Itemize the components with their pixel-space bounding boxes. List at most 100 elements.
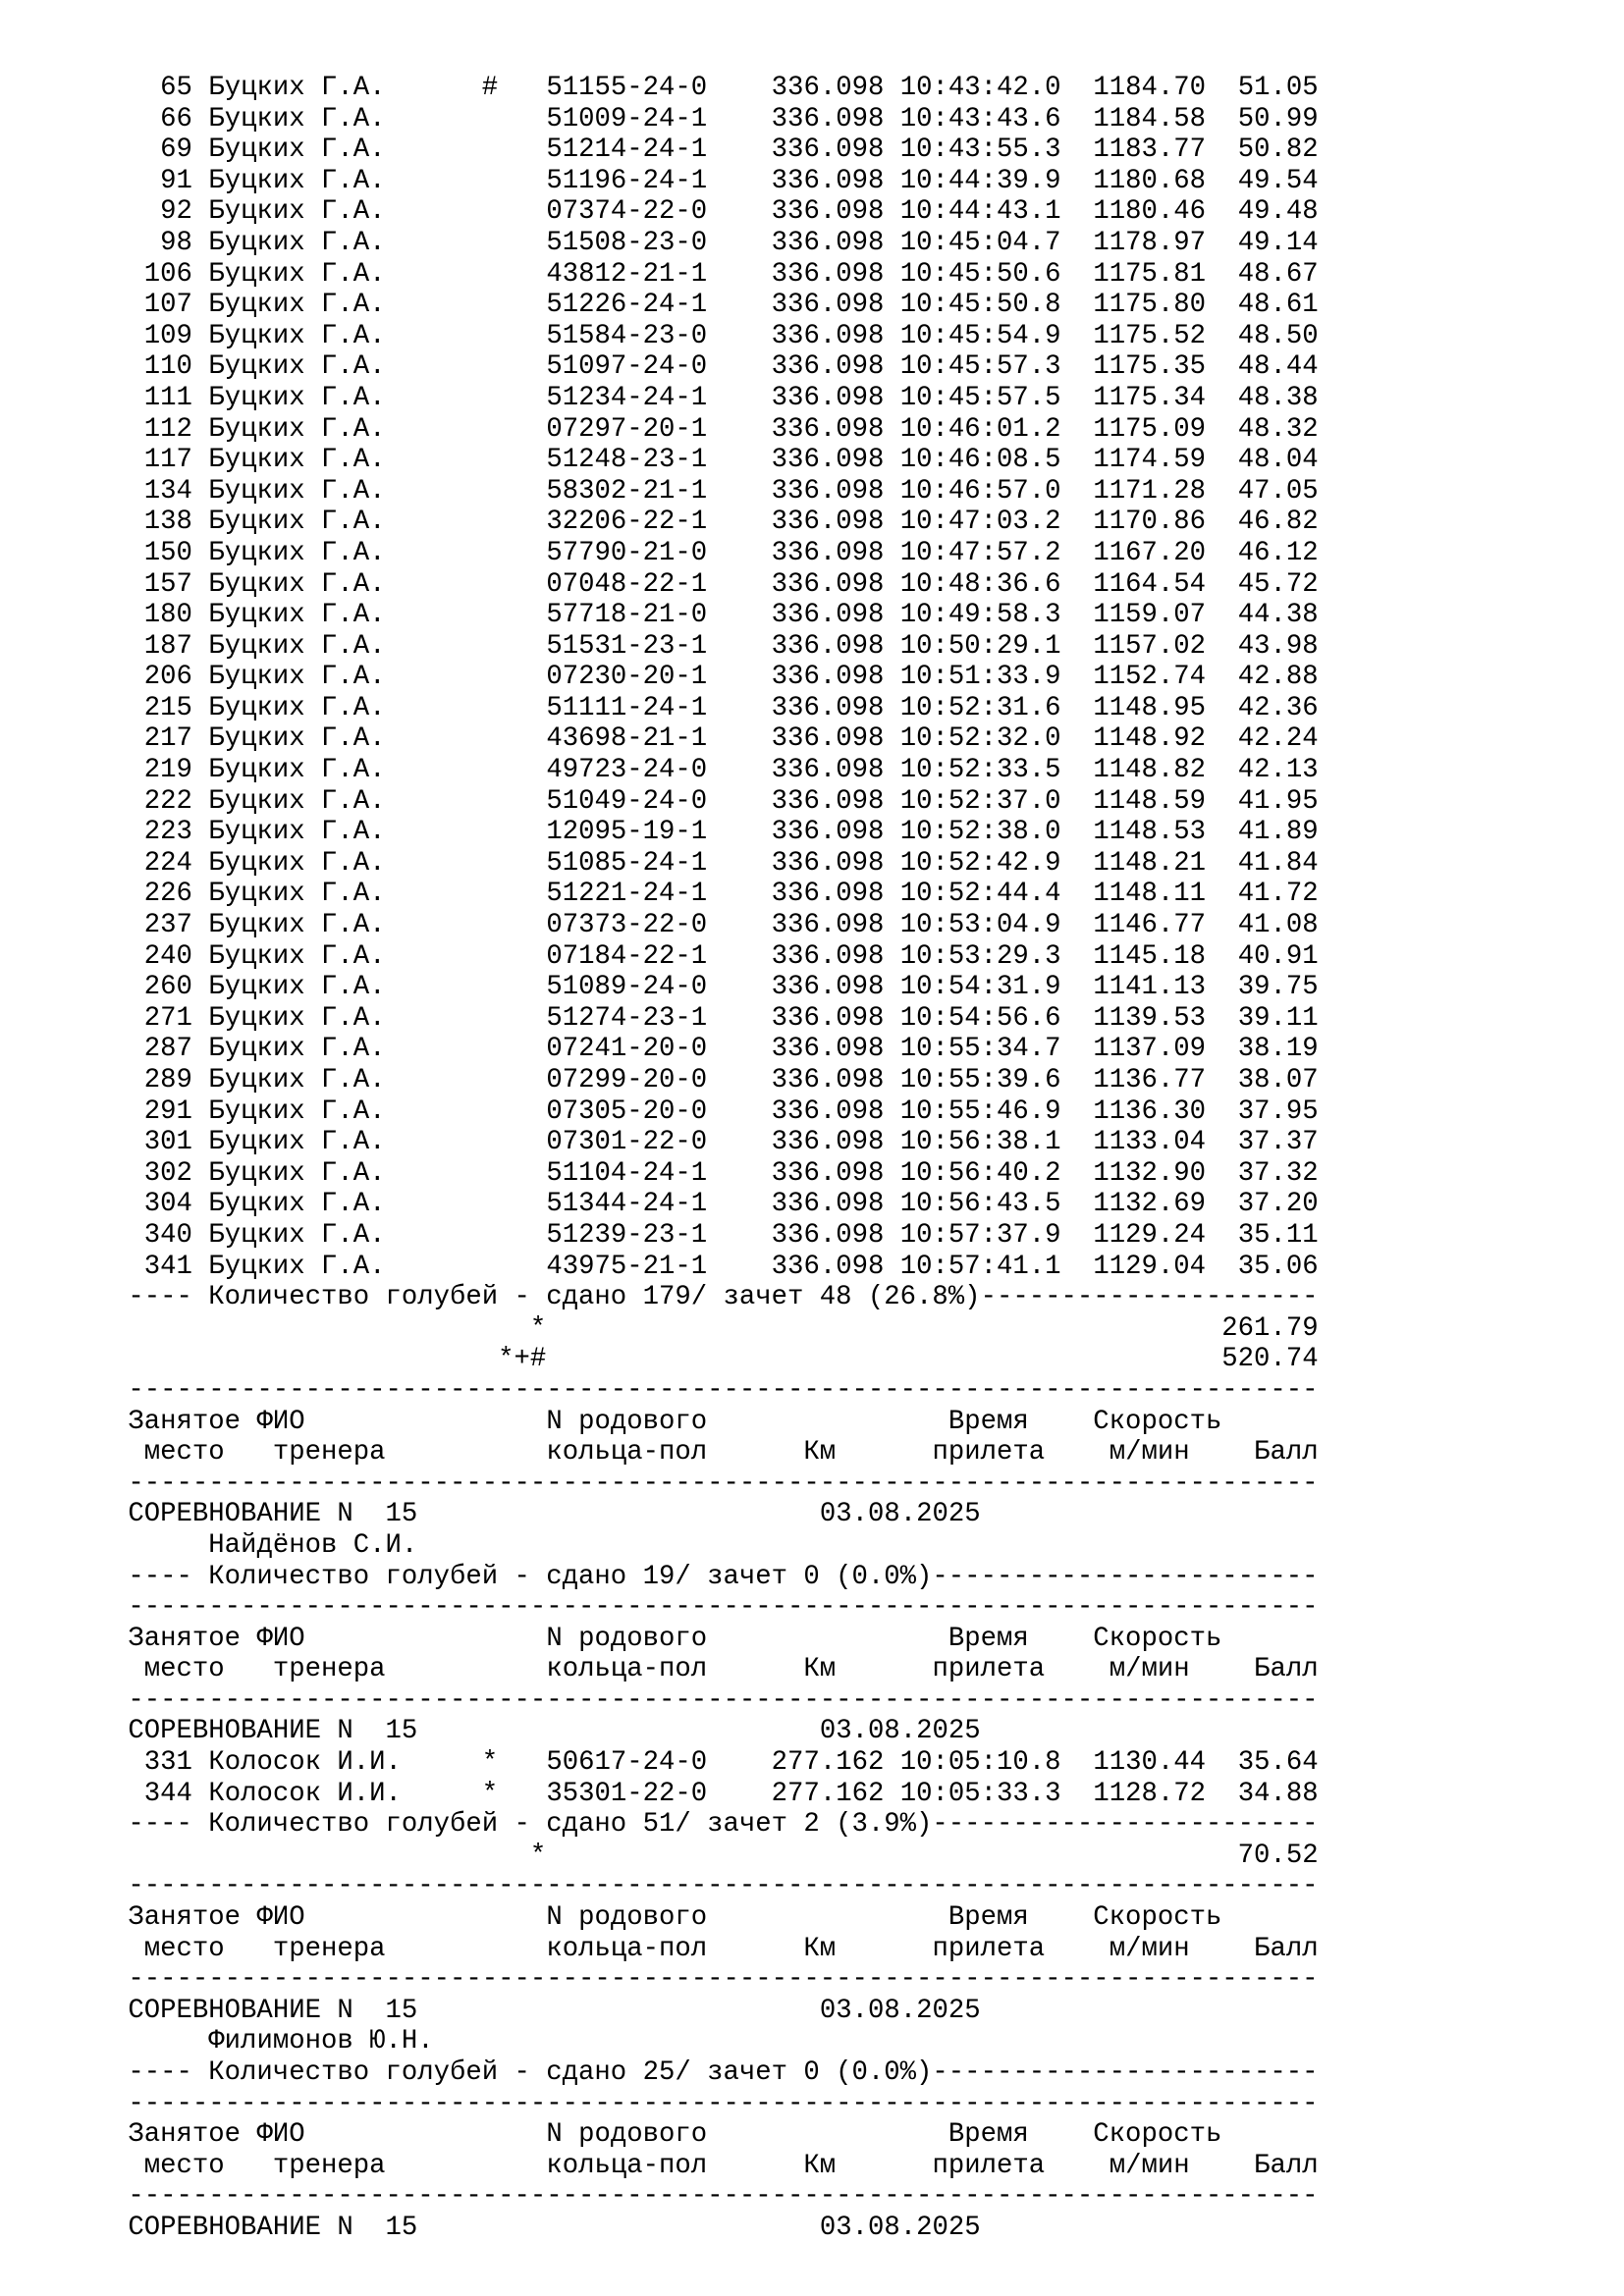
col-label-km: Км <box>803 1933 837 1964</box>
speed-m-min: 1148.92 <box>1093 723 1206 755</box>
zachet-marker <box>482 723 498 754</box>
speed-m-min: 1180.46 <box>1093 196 1206 228</box>
trainer-line: Филимонов Ю.Н. <box>112 2026 1624 2057</box>
col-label-mmin: м/мин <box>1109 1437 1190 1468</box>
col-label-arrival: прилета <box>932 2150 1046 2181</box>
result-row: 110 Буцких Г.А. 51097-24-0 336.098 10:45… <box>112 351 1624 383</box>
score: 48.32 <box>1206 413 1319 445</box>
ring-number: 12095-19-1 <box>546 817 708 848</box>
ring-number: 49723-24-0 <box>546 755 708 786</box>
score: 48.61 <box>1206 290 1319 321</box>
column-header-line-2: место тренера кольца-пол Км прилета м/ми… <box>112 1437 1624 1468</box>
speed-m-min: 1174.59 <box>1093 445 1206 476</box>
zachet-marker <box>482 600 498 630</box>
distance-km: 336.098 <box>707 692 885 723</box>
speed-m-min: 1170.86 <box>1093 507 1206 538</box>
total-value: 70.52 <box>546 1840 1319 1871</box>
score: 38.07 <box>1206 1065 1319 1095</box>
col-label-km: Км <box>803 1654 837 1685</box>
distance-km: 336.098 <box>707 227 885 258</box>
col-label-ring: N родового <box>546 2119 708 2151</box>
trainer-name: Буцких Г.А. <box>208 413 482 445</box>
place: 91 <box>128 165 192 196</box>
score: 48.04 <box>1206 445 1319 476</box>
speed-m-min: 1136.77 <box>1093 1065 1206 1095</box>
col-label-km: Км <box>803 2150 837 2181</box>
place: 111 <box>128 382 192 413</box>
result-row: 111 Буцких Г.А. 51234-24-1 336.098 10:45… <box>112 383 1624 414</box>
col-label-ring2: кольца-пол <box>546 1654 708 1685</box>
col-label-mmin: м/мин <box>1109 2150 1190 2181</box>
distance-km: 336.098 <box>707 165 885 196</box>
arrival-time: 10:50:29.1 <box>899 630 1061 662</box>
distance-km: 277.162 <box>707 1747 885 1779</box>
ring-number: 51508-23-0 <box>546 227 708 258</box>
speed-m-min: 1183.77 <box>1093 134 1206 166</box>
result-row: 344 Колосок И.И. * 35301-22-0 277.162 10… <box>112 1779 1624 1810</box>
col-label-time: Время <box>947 1406 1029 1437</box>
competition-line: СОРЕВНОВАНИЕ N 15 03.08.2025 <box>112 1996 1624 2027</box>
place: 106 <box>128 258 192 290</box>
zachet-marker <box>482 1034 498 1064</box>
trainer-name: Буцких Г.А. <box>208 1127 482 1158</box>
arrival-time: 10:45:57.3 <box>899 351 1061 383</box>
trainer-name: Буцких Г.А. <box>208 662 482 693</box>
arrival-time: 10:52:44.4 <box>899 879 1061 910</box>
trainer-name: Буцких Г.А. <box>208 258 482 290</box>
col-label-speed: Скорость <box>1093 2119 1222 2151</box>
arrival-time: 10:52:38.0 <box>899 817 1061 848</box>
separator-line: ----------------------------------------… <box>112 1592 1319 1624</box>
distance-km: 336.098 <box>707 1251 885 1282</box>
result-row: 226 Буцких Г.А. 51221-24-1 336.098 10:52… <box>112 879 1624 910</box>
total-line: * 261.79 <box>112 1313 1624 1345</box>
result-row: 224 Буцких Г.А. 51085-24-1 336.098 10:52… <box>112 848 1624 880</box>
col-label-trainer: тренера <box>272 1933 386 1964</box>
pigeon-count-text: ---- Количество голубей - сдано 179/ зач… <box>112 1282 1319 1313</box>
col-label-arrival: прилета <box>932 1933 1046 1964</box>
result-row: 301 Буцких Г.А. 07301-22-0 336.098 10:56… <box>112 1127 1624 1158</box>
place: 187 <box>128 630 192 662</box>
trainer-name: Буцких Г.А. <box>208 692 482 723</box>
arrival-time: 10:56:43.5 <box>899 1189 1061 1220</box>
ring-number: 51239-23-1 <box>546 1219 708 1251</box>
ring-number: 43812-21-1 <box>546 258 708 290</box>
separator-line: ----------------------------------------… <box>112 1684 1319 1716</box>
arrival-time: 10:44:39.9 <box>899 165 1061 196</box>
result-row: 271 Буцких Г.А. 51274-23-1 336.098 10:54… <box>112 1003 1624 1035</box>
score: 37.32 <box>1206 1157 1319 1189</box>
place: 112 <box>128 413 192 445</box>
speed-m-min: 1175.35 <box>1093 351 1206 383</box>
trainer-name: Буцких Г.А. <box>208 227 482 258</box>
place: 109 <box>128 320 192 351</box>
speed-m-min: 1180.68 <box>1093 165 1206 196</box>
separator-line: ----------------------------------------… <box>112 1468 1319 1499</box>
total-marker: * <box>529 1840 547 1871</box>
score: 41.08 <box>1206 910 1319 941</box>
trainer-name: Буцких Г.А. <box>208 630 482 662</box>
ring-number: 07301-22-0 <box>546 1127 708 1158</box>
ring-number: 51009-24-1 <box>546 103 708 134</box>
col-label-ring: N родового <box>546 1406 708 1437</box>
place: 331 <box>128 1747 192 1779</box>
distance-km: 336.098 <box>707 445 885 476</box>
place: 224 <box>128 847 192 879</box>
result-row: 331 Колосок И.И. * 50617-24-0 277.162 10… <box>112 1747 1624 1779</box>
col-label-ring2: кольца-пол <box>546 1437 708 1468</box>
competition-label: СОРЕВНОВАНИЕ <box>128 1995 321 2026</box>
arrival-time: 10:57:37.9 <box>899 1219 1061 1251</box>
column-header-line-1: Занятое ФИО N родового Время Скорость <box>112 1902 1624 1934</box>
competition-number: 15 <box>385 1499 418 1530</box>
separator-line: ----------------------------------------… <box>112 2088 1319 2119</box>
score: 37.37 <box>1206 1127 1319 1158</box>
distance-km: 336.098 <box>707 103 885 134</box>
arrival-time: 10:56:40.2 <box>899 1157 1061 1189</box>
col-label-km: Км <box>803 1437 837 1468</box>
trainer-name: Буцких Г.А. <box>208 445 482 476</box>
speed-m-min: 1148.82 <box>1093 755 1206 786</box>
trainer-name: Буцких Г.А. <box>208 972 482 1003</box>
ring-number: 51274-23-1 <box>546 1002 708 1034</box>
result-row: 340 Буцких Г.А. 51239-23-1 336.098 10:57… <box>112 1220 1624 1252</box>
col-label-mmin: м/мин <box>1109 1933 1190 1964</box>
place: 271 <box>128 1002 192 1034</box>
col-label-time: Время <box>947 1902 1029 1934</box>
